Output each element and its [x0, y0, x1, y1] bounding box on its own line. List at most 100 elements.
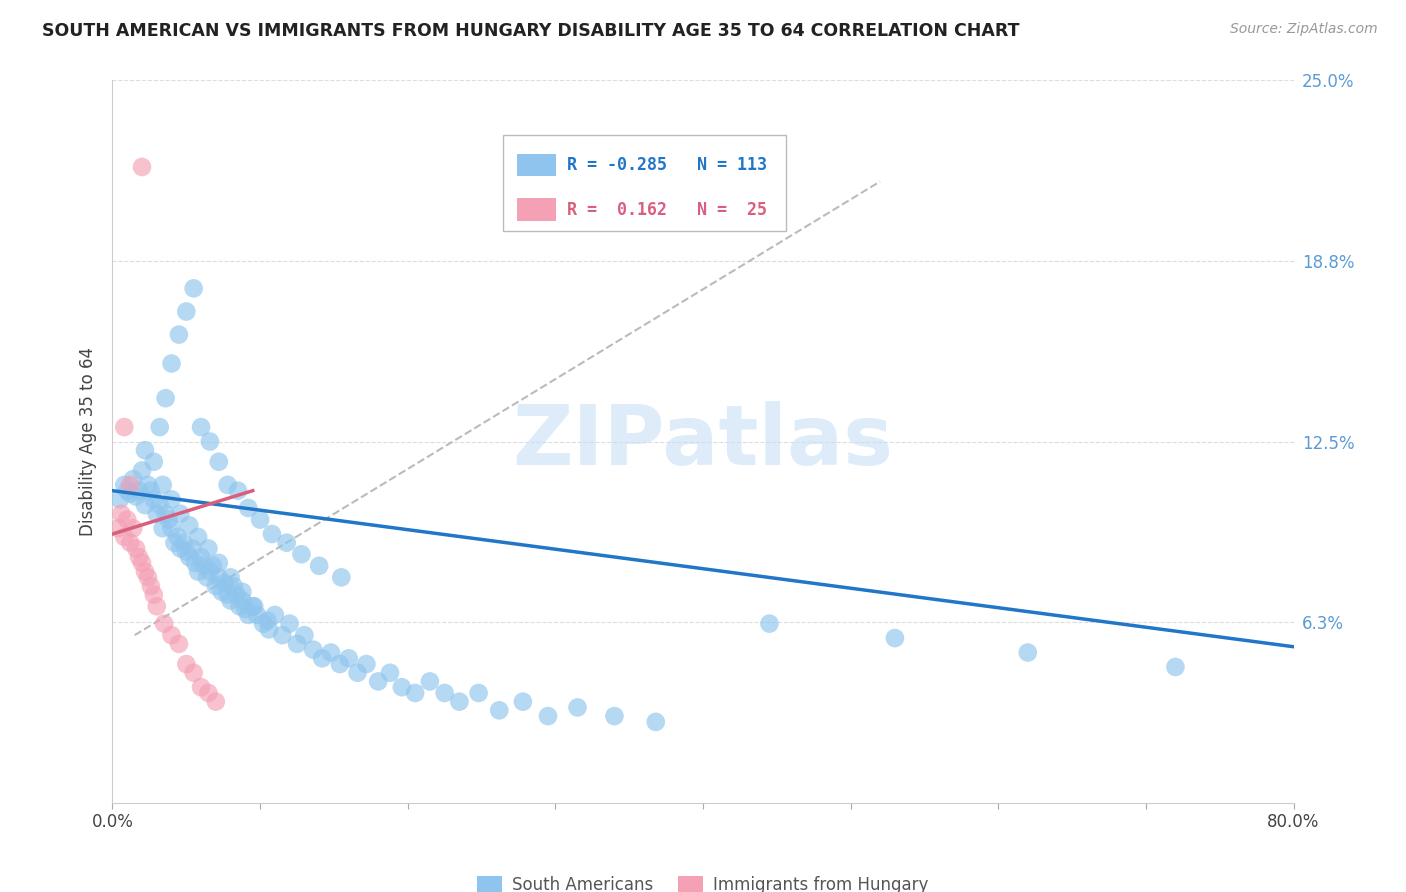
Point — [197, 541, 219, 556]
Point — [160, 492, 183, 507]
Point — [190, 420, 212, 434]
Point — [125, 541, 148, 556]
Point — [120, 478, 142, 492]
Point — [153, 616, 176, 631]
Point — [264, 607, 287, 622]
Point — [226, 483, 249, 498]
Point — [117, 512, 138, 526]
Point — [112, 420, 135, 434]
Point — [110, 507, 132, 521]
Point — [330, 570, 353, 584]
Point — [276, 535, 298, 549]
Point — [146, 507, 169, 521]
Point — [139, 579, 162, 593]
Point — [231, 593, 253, 607]
Point — [160, 628, 183, 642]
Point — [187, 530, 209, 544]
Text: ZIPatlas: ZIPatlas — [513, 401, 893, 482]
Point — [512, 695, 534, 709]
Point — [758, 616, 780, 631]
Point — [139, 483, 162, 498]
Point — [292, 628, 315, 642]
Point — [205, 579, 228, 593]
Point — [256, 614, 278, 628]
Point — [1164, 660, 1187, 674]
Point — [128, 550, 150, 565]
Point — [136, 478, 159, 492]
Point — [163, 535, 186, 549]
Point — [108, 492, 131, 507]
Point — [125, 490, 148, 504]
Point — [184, 556, 207, 570]
Point — [142, 588, 165, 602]
Point — [219, 570, 242, 584]
Y-axis label: Disability Age 35 to 64: Disability Age 35 to 64 — [79, 347, 97, 536]
Text: R =  0.162   N =  25: R = 0.162 N = 25 — [568, 201, 768, 219]
Point — [183, 281, 205, 295]
Point — [134, 498, 156, 512]
Point — [419, 674, 441, 689]
Point — [179, 518, 201, 533]
Point — [233, 602, 256, 616]
Point — [257, 623, 280, 637]
Point — [567, 700, 589, 714]
Point — [217, 588, 239, 602]
Point — [190, 680, 212, 694]
Point — [193, 558, 215, 573]
Point — [225, 588, 247, 602]
Point — [122, 472, 145, 486]
Point — [169, 507, 191, 521]
Point — [201, 558, 224, 573]
Point — [107, 521, 129, 535]
Point — [214, 576, 236, 591]
Point — [198, 434, 221, 449]
Point — [449, 695, 471, 709]
Point — [356, 657, 378, 671]
Point — [302, 642, 325, 657]
Point — [308, 558, 330, 573]
Point — [198, 565, 221, 579]
Point — [242, 599, 264, 614]
Point — [152, 478, 174, 492]
Point — [260, 527, 283, 541]
Point — [1017, 646, 1039, 660]
Point — [311, 651, 333, 665]
Point — [271, 628, 294, 642]
Point — [190, 550, 212, 565]
Point — [187, 565, 209, 579]
Point — [290, 547, 312, 561]
Point — [488, 703, 510, 717]
Point — [205, 695, 228, 709]
Point — [208, 570, 231, 584]
Point — [122, 521, 145, 535]
Point — [217, 478, 239, 492]
Point — [433, 686, 456, 700]
Point — [174, 544, 197, 558]
Point — [160, 521, 183, 535]
Point — [367, 674, 389, 689]
Point — [391, 680, 413, 694]
Point — [112, 478, 135, 492]
Point — [249, 512, 271, 526]
Point — [346, 665, 368, 680]
Point — [172, 535, 194, 549]
Point — [183, 665, 205, 680]
Point — [181, 541, 204, 556]
Point — [131, 556, 153, 570]
Point — [136, 570, 159, 584]
Point — [467, 686, 489, 700]
Point — [238, 607, 260, 622]
Point — [134, 443, 156, 458]
Point — [142, 492, 165, 507]
Point — [197, 686, 219, 700]
Point — [152, 521, 174, 535]
Point — [329, 657, 352, 671]
Point — [160, 357, 183, 371]
Point — [149, 498, 172, 512]
Point — [128, 483, 150, 498]
Point — [112, 530, 135, 544]
Point — [120, 486, 142, 500]
Point — [142, 455, 165, 469]
Point — [884, 631, 907, 645]
Point — [603, 709, 626, 723]
